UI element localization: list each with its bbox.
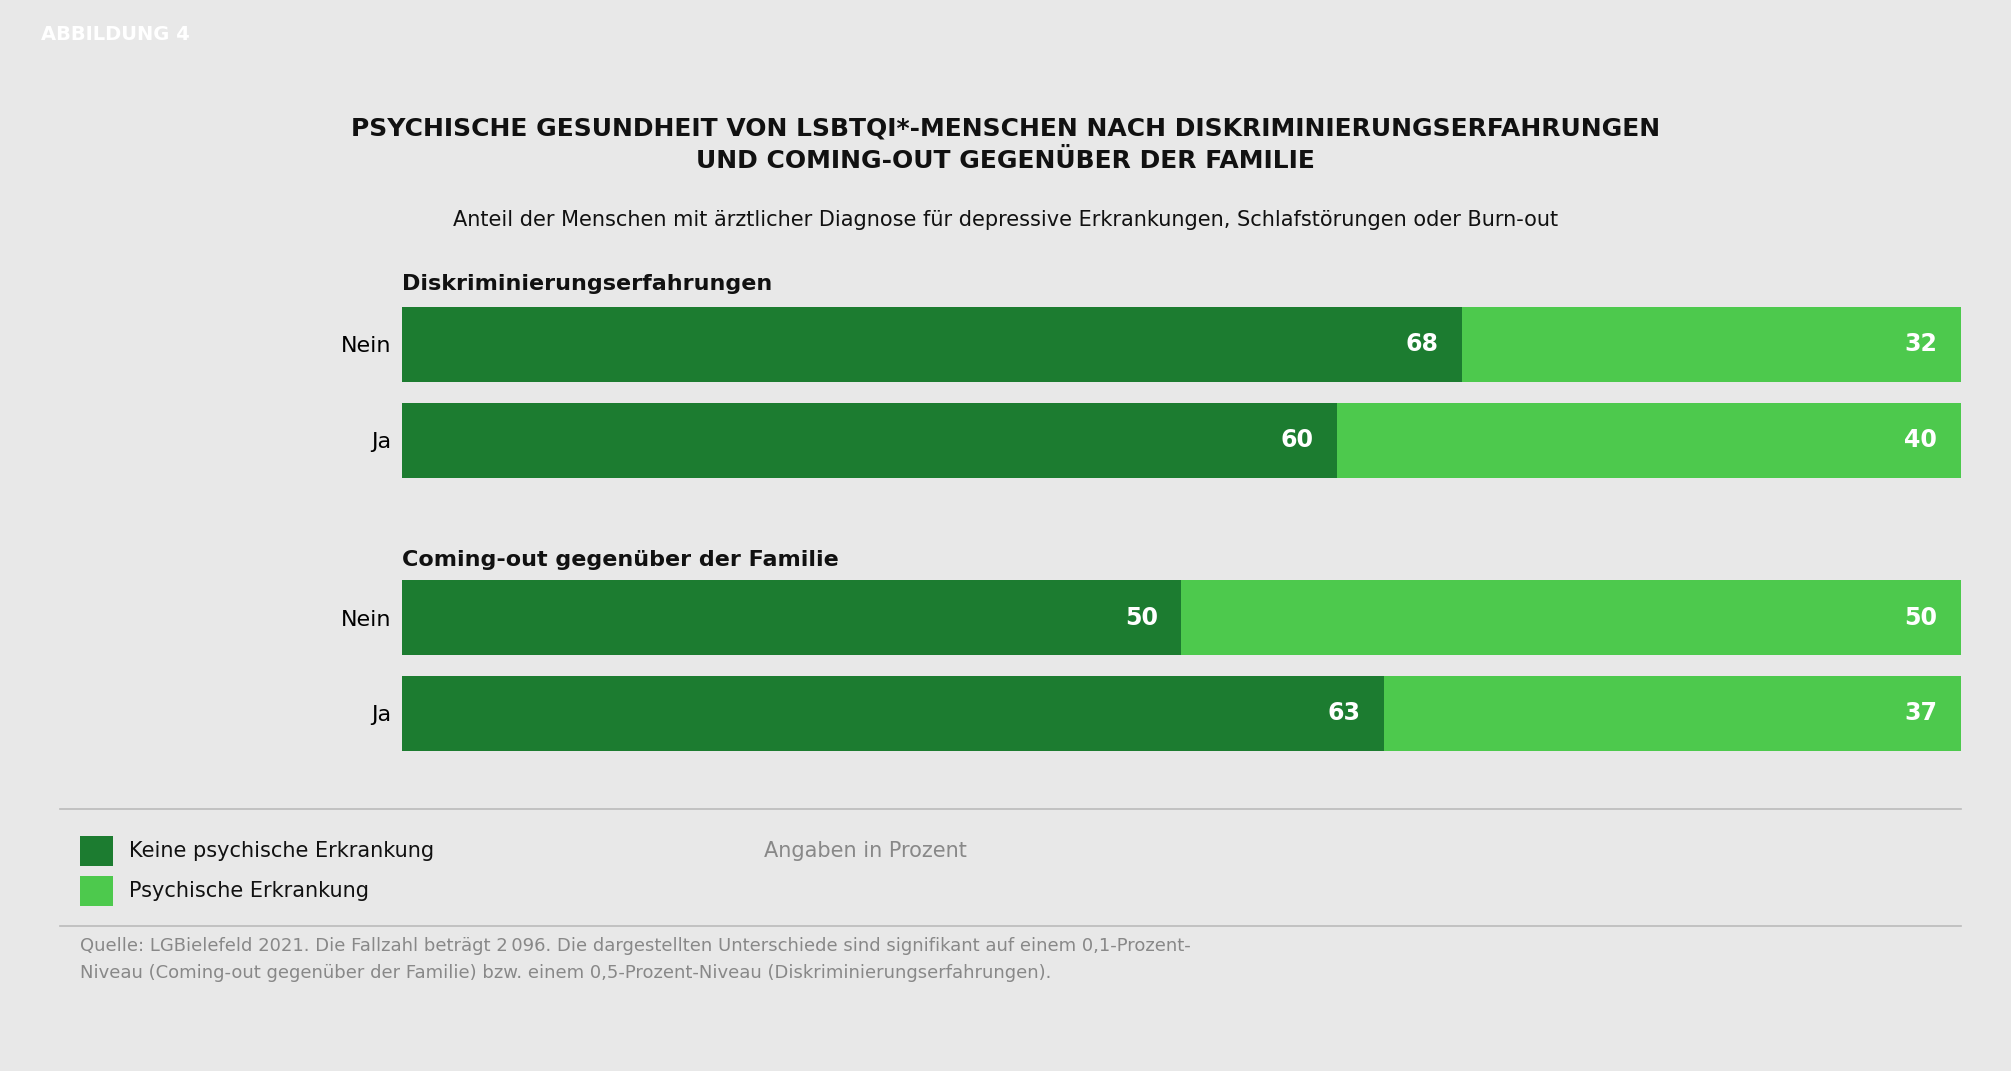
Text: Angaben in Prozent: Angaben in Prozent <box>764 842 967 861</box>
Text: PSYCHISCHE GESUNDHEIT VON LSBTQI*-MENSCHEN NACH DISKRIMINIERUNGSERFAHRUNGEN
UND : PSYCHISCHE GESUNDHEIT VON LSBTQI*-MENSCH… <box>352 117 1659 172</box>
Bar <box>1337 403 1961 478</box>
Bar <box>402 676 1384 751</box>
Text: 32: 32 <box>1904 332 1937 357</box>
Bar <box>1462 306 1961 382</box>
Text: Diskriminierungserfahrungen: Diskriminierungserfahrungen <box>402 274 772 293</box>
Text: ABBILDUNG 4: ABBILDUNG 4 <box>42 26 189 44</box>
Text: 50: 50 <box>1124 606 1158 630</box>
Text: 63: 63 <box>1327 702 1361 725</box>
Text: 37: 37 <box>1904 702 1937 725</box>
Bar <box>1180 580 1961 655</box>
Text: Keine psychische Erkrankung: Keine psychische Erkrankung <box>129 842 434 861</box>
Text: Quelle: LGBielefeld 2021. Die Fallzahl beträgt 2 096. Die dargestellten Untersch: Quelle: LGBielefeld 2021. Die Fallzahl b… <box>80 937 1191 981</box>
Text: 50: 50 <box>1904 606 1937 630</box>
Bar <box>402 306 1462 382</box>
Text: Psychische Erkrankung: Psychische Erkrankung <box>129 881 368 901</box>
Bar <box>402 403 1337 478</box>
Text: Anteil der Menschen mit ärztlicher Diagnose für depressive Erkrankungen, Schlafs: Anteil der Menschen mit ärztlicher Diagn… <box>452 210 1559 229</box>
Bar <box>402 580 1180 655</box>
Text: 60: 60 <box>1281 428 1313 452</box>
Text: 40: 40 <box>1904 428 1937 452</box>
Bar <box>1384 676 1961 751</box>
Text: Coming-out gegenüber der Familie: Coming-out gegenüber der Familie <box>402 549 839 570</box>
Text: 68: 68 <box>1406 332 1438 357</box>
